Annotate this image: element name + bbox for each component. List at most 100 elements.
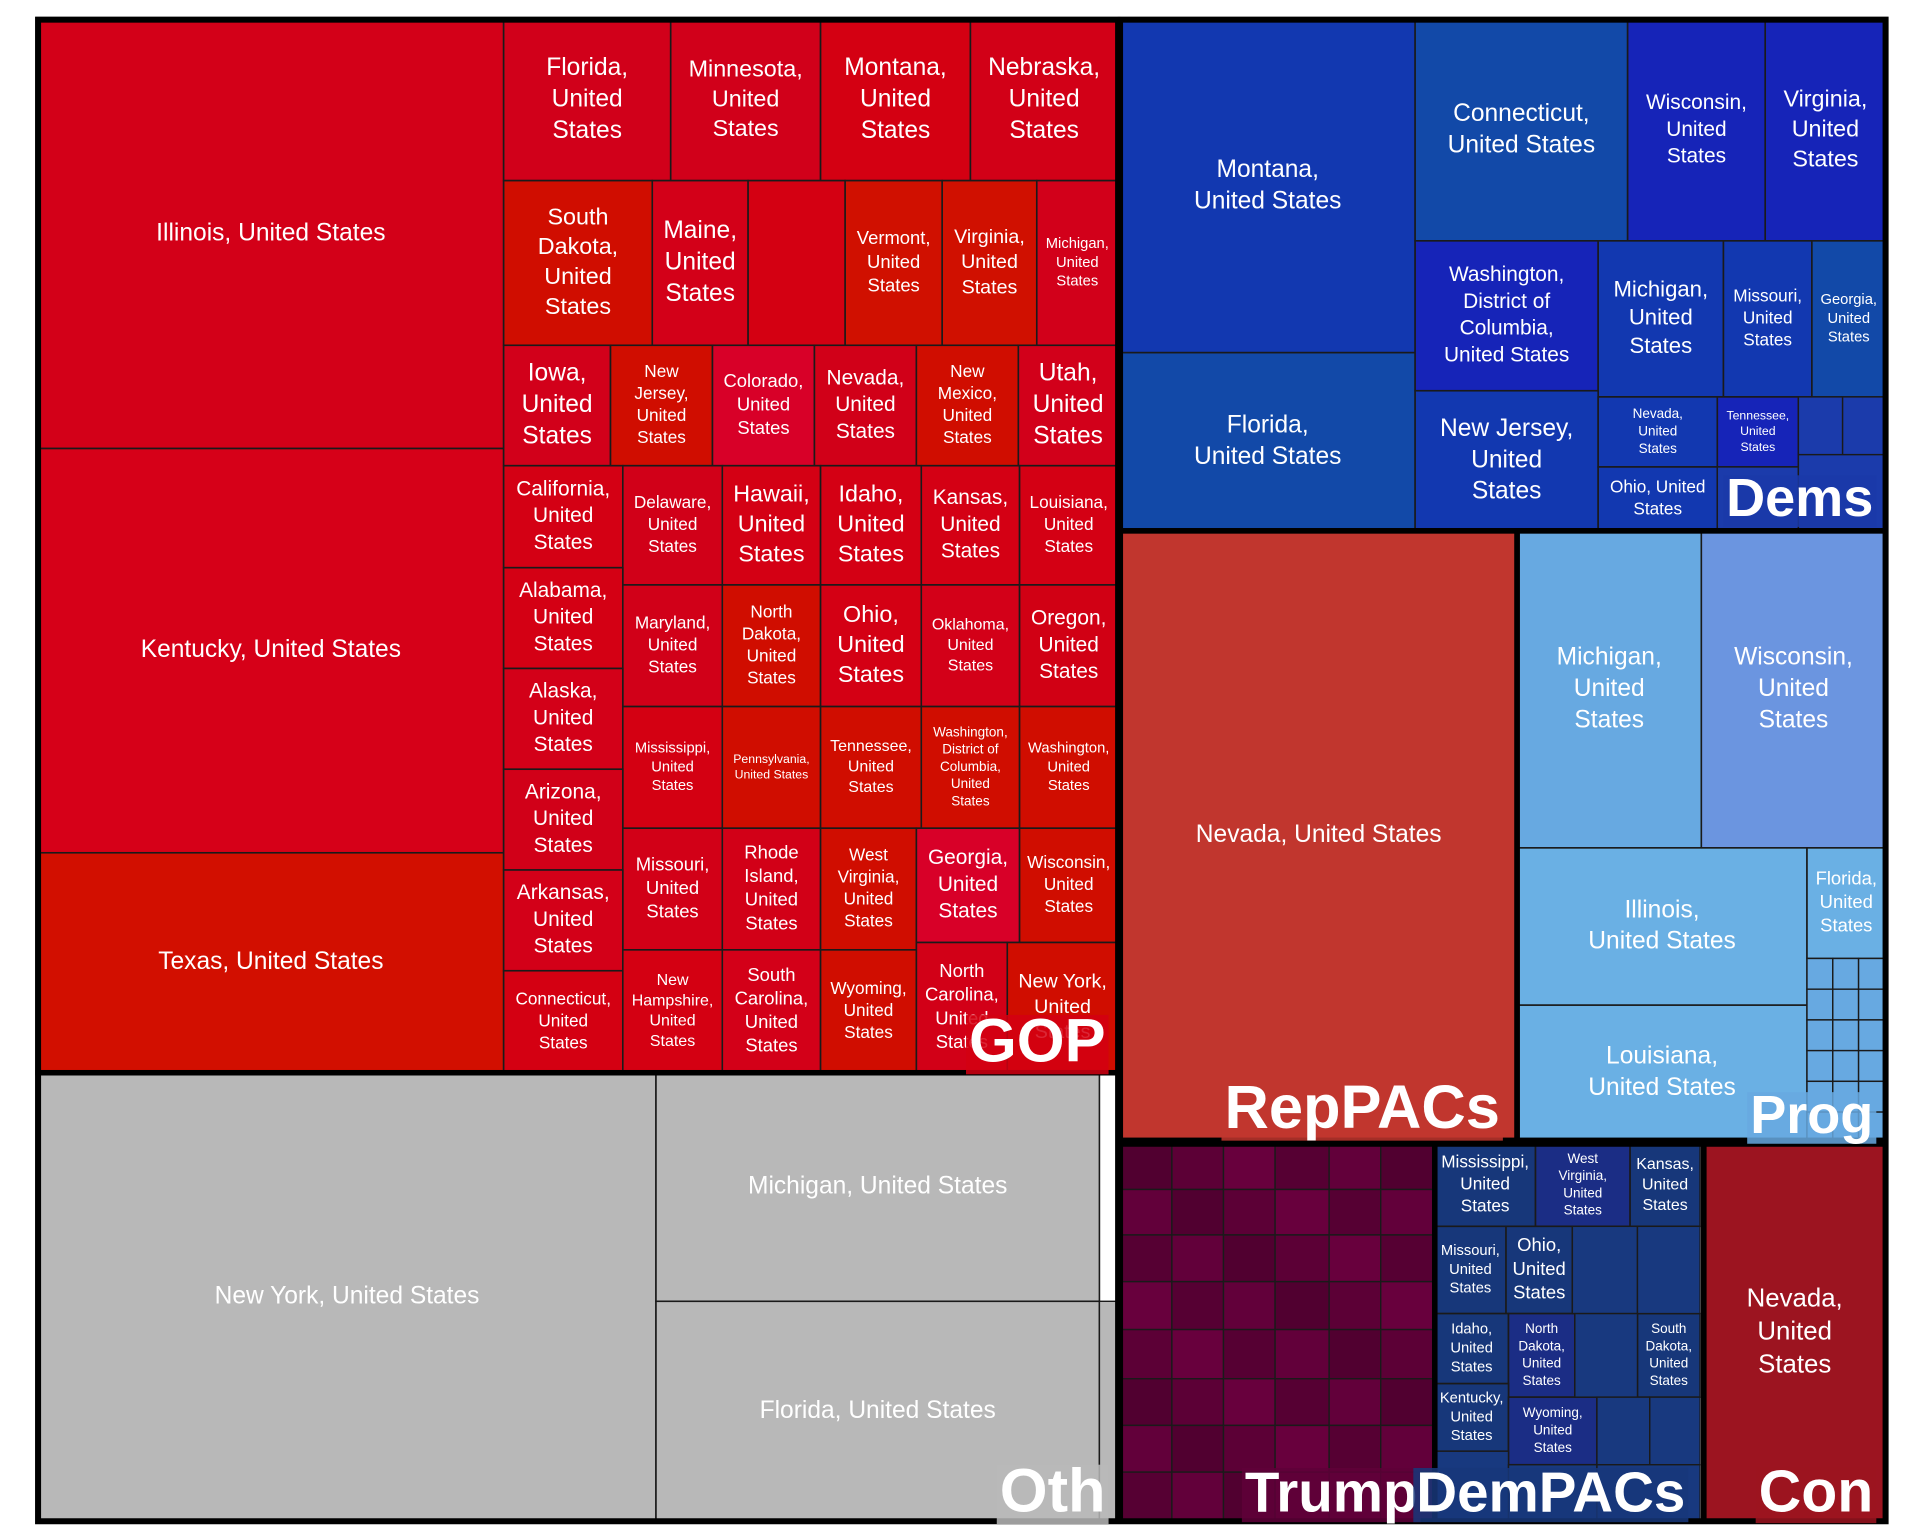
leaf-dempacs-north-dakota-united-states: North Dakota, United States <box>1508 1314 1574 1398</box>
unlabeled-cell-trump-36 <box>1329 1330 1381 1379</box>
leaf-gop-kansas-united-states: Kansas, United States <box>921 466 1019 585</box>
group-label-text: Con <box>1759 1459 1874 1524</box>
unlabeled-cell-trump-10 <box>1172 1235 1224 1282</box>
unlabeled-cell-dems-66 <box>1798 397 1842 455</box>
leaf-prog-wisconsin-united-states: Wisconsin, United States <box>1701 531 1885 848</box>
group-label-text: Dems <box>1726 468 1873 528</box>
leaf-prog-florida-united-states: Florida, United States <box>1807 848 1886 959</box>
leaf-gop-wyoming-united-states: Wyoming, United States <box>821 950 917 1073</box>
leaf-dempacs-idaho-united-states: Idaho, United States <box>1435 1314 1509 1384</box>
unlabeled-cell-trump-4 <box>1120 1330 1172 1379</box>
leaf-label: Pennsylvania, United States <box>733 752 809 782</box>
unlabeled-cell-prog-48 <box>1807 958 1833 989</box>
leaf-prog-illinois-united-states: Illinois, United States <box>1517 848 1807 1005</box>
leaf-label: Hawaii, United States <box>733 481 810 567</box>
unlabeled-cell-prog-63 <box>1859 1051 1886 1082</box>
unlabeled-cell-trump-19 <box>1223 1282 1275 1330</box>
leaf-dems-michigan-united-states: Michigan, United States <box>1598 241 1723 397</box>
leaf-label: Ohio, United States <box>837 601 904 687</box>
unlabeled-cell-trump-34 <box>1329 1235 1381 1282</box>
leaf-gop-arizona-united-states: Arizona, United States <box>504 769 623 870</box>
unlabeled-cell-trump-15 <box>1172 1472 1224 1521</box>
unlabeled-cell-dempacs-70 <box>1572 1226 1637 1313</box>
leaf-gop-vermont-united-states: Vermont, United States <box>845 181 942 346</box>
leaf-rect <box>1120 353 1415 531</box>
unlabeled-cell-trump-5 <box>1120 1379 1172 1426</box>
leaf-label: Ohio, United States <box>1513 1234 1566 1302</box>
unlabeled-cell-prog-60 <box>1859 958 1886 989</box>
leaf-gop-new-mexico-united-states: New Mexico, United States <box>916 345 1018 465</box>
unlabeled-cell-trump-24 <box>1275 1144 1329 1189</box>
leaf-rect <box>1415 20 1628 241</box>
leaf-gop-oklahoma-united-states: Oklahoma, United States <box>921 585 1019 707</box>
leaf-rect <box>1120 20 1415 353</box>
leaf-label: New York, United States <box>215 1282 480 1309</box>
leaf-dems-tennessee-united-states: Tennessee, United States <box>1717 397 1798 467</box>
leaf-dempacs-mississippi-united-states: Mississippi, United States <box>1435 1144 1536 1226</box>
leaf-gop-south-dakota-united-states: South Dakota, United States <box>504 181 653 346</box>
leaf-label: Nevada, United States <box>1747 1284 1843 1378</box>
group-label-text: GOP <box>969 1007 1106 1076</box>
leaf-dempacs-kentucky-united-states: Kentucky, United States <box>1435 1384 1509 1452</box>
leaf-gop-maryland-united-states: Maryland, United States <box>623 585 723 707</box>
leaf-gop-west-virginia-united-states: West Virginia, United States <box>821 828 917 950</box>
unlabeled-cell-prog-49 <box>1807 989 1833 1020</box>
leaf-dempacs-kansas-united-states: Kansas, United States <box>1630 1144 1700 1226</box>
leaf-label: Illinois, United States <box>156 220 385 247</box>
leaf-dems-georgia-united-states: Georgia, United States <box>1812 241 1886 397</box>
leaf-label: Georgia, United States <box>1820 292 1877 346</box>
leaf-gop-minnesota-united-states: Minnesota, United States <box>671 20 821 181</box>
leaf-dems-florida-united-states: Florida, United States <box>1120 353 1415 531</box>
group-label-text: DemPACs <box>1416 1460 1685 1523</box>
leaf-gop-michigan-united-states: Michigan, United States <box>1037 181 1118 346</box>
group-label-dempacs: DemPACs <box>1413 1460 1688 1523</box>
leaf-dems-new-jersey-united-states: New Jersey, United States <box>1415 391 1598 531</box>
leaf-label: Arizona, United States <box>525 780 602 856</box>
leaf-prog-michigan-united-states: Michigan, United States <box>1517 531 1701 848</box>
leaf-gop-washington-united-states: Washington, United States <box>1020 707 1118 829</box>
unlabeled-cell-trump-20 <box>1223 1330 1275 1379</box>
unlabeled-cell-trump-41 <box>1381 1189 1435 1234</box>
leaf-label: Florida, United States <box>760 1397 996 1424</box>
unlabeled-cell-trump-7 <box>1120 1472 1172 1521</box>
leaf-label: Maine, United States <box>663 217 737 307</box>
leaf-label: Iowa, United States <box>522 360 593 450</box>
unlabeled-cell-prog-57 <box>1833 1051 1859 1082</box>
leaf-label: Missouri, United States <box>636 853 710 921</box>
leaf-label: Kansas, United States <box>1636 1156 1694 1214</box>
leaf-gop-oregon-united-states: Oregon, United States <box>1020 585 1118 707</box>
leaf-dems-montana-united-states: Montana, United States <box>1120 20 1415 353</box>
unlabeled-cell-prog-62 <box>1859 1020 1886 1051</box>
leaf-label: Michigan, United States <box>748 1173 1007 1200</box>
leaf-gop-tennessee-united-states: Tennessee, United States <box>821 707 922 829</box>
unlabeled-cell-prog-51 <box>1807 1051 1833 1082</box>
leaf-gop-ohio-united-states: Ohio, United States <box>821 585 922 707</box>
unlabeled-cell-dempacs-72 <box>1575 1314 1638 1398</box>
unlabeled-cell-trump-13 <box>1172 1379 1224 1426</box>
unlabeled-cell-trump-45 <box>1381 1379 1435 1426</box>
unlabeled-cell-trump-11 <box>1172 1282 1224 1330</box>
leaf-gop-delaware-united-states: Delaware, United States <box>623 466 723 585</box>
leaf-gop-california-united-states: California, United States <box>504 466 623 568</box>
leaf-label: Nevada, United States <box>827 366 905 442</box>
group-label-reppacs: RepPACs <box>1221 1073 1502 1142</box>
leaf-label: Texas, United States <box>158 948 383 975</box>
group-label-oth: Oth <box>997 1456 1109 1525</box>
unlabeled-cell-trump-16 <box>1223 1144 1275 1189</box>
leaf-dempacs-missouri-united-states: Missouri, United States <box>1435 1226 1506 1313</box>
leaf-label: Nevada, United States <box>1196 821 1442 848</box>
unlabeled-cell-trump-40 <box>1381 1144 1435 1189</box>
leaf-label: Nevada, United States <box>1633 406 1683 456</box>
leaf-dems-missouri-united-states: Missouri, United States <box>1723 241 1811 397</box>
leaf-label: Florida, United States <box>1816 867 1877 935</box>
unlabeled-cell-dems-67 <box>1843 397 1886 455</box>
leaf-oth-michigan-united-states: Michigan, United States <box>656 1073 1099 1302</box>
unlabeled-cell-trump-0 <box>1120 1144 1172 1189</box>
leaf-label: Utah, United States <box>1033 360 1104 450</box>
leaf-gop-missouri-united-states: Missouri, United States <box>623 828 723 950</box>
unlabeled-cell-trump-27 <box>1275 1282 1329 1330</box>
leaf-label: Missouri, United States <box>1733 285 1802 349</box>
leaf-gop-mississippi-united-states: Mississippi, United States <box>623 707 723 829</box>
leaf-gop-south-carolina-united-states: South Carolina, United States <box>722 950 820 1073</box>
leaf-label: Virginia, United States <box>954 226 1025 298</box>
